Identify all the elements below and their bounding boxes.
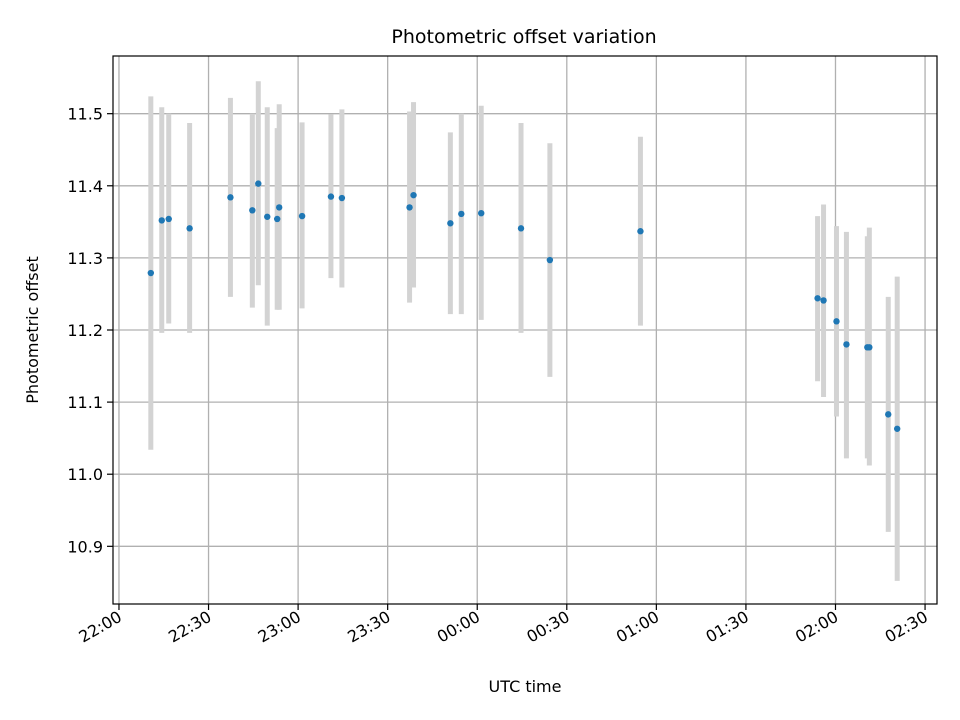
data-point: [165, 215, 172, 223]
x-tick-label: 00:30: [523, 607, 572, 647]
y-tick-label: 11.1: [67, 393, 103, 412]
data-point: [843, 341, 850, 348]
data-point: [458, 210, 465, 218]
y-axis: 10.9 11.0 11.1 11.2 11.3 11.4 11.5: [67, 105, 113, 556]
data-point: [517, 225, 525, 232]
data-point: [478, 209, 485, 217]
data-point: [406, 204, 413, 211]
x-tick-label: 22:00: [76, 607, 125, 647]
x-axis-label: UTC time: [489, 677, 562, 696]
data-point: [249, 207, 256, 214]
y-tick-label: 11.0: [67, 465, 103, 484]
data-point: [275, 204, 283, 211]
data-point: [338, 194, 346, 202]
x-tick-label: 01:00: [613, 607, 662, 647]
data-point: [637, 228, 644, 235]
y-tick-label: 11.3: [67, 249, 103, 268]
data-point: [447, 220, 454, 227]
x-tick-label: 22:30: [165, 607, 214, 647]
data-point: [893, 425, 901, 432]
data-point: [410, 191, 417, 199]
data-point: [264, 213, 271, 220]
y-tick-label: 11.2: [67, 321, 103, 340]
y-tick-label: 10.9: [67, 537, 103, 556]
x-tick-label: 02:30: [882, 607, 931, 647]
data-points: [147, 180, 901, 432]
data-point: [158, 217, 165, 224]
x-tick-label: 01:30: [702, 607, 751, 647]
data-point: [833, 318, 840, 325]
chart-title: Photometric offset variation: [391, 26, 656, 48]
x-tick-label: 00:00: [434, 607, 483, 647]
data-point: [814, 295, 821, 302]
data-point: [186, 225, 193, 232]
x-tick-label: 23:30: [344, 607, 393, 647]
x-tick-label: 23:00: [255, 607, 304, 647]
y-tick-label: 11.5: [67, 105, 103, 124]
x-axis: 22:00 22:30 23:00 23:30 00:00 00:30 01:00 01:30…: [76, 604, 931, 647]
data-point: [866, 344, 873, 351]
data-point: [820, 297, 827, 304]
data-point: [885, 411, 892, 418]
data-point: [255, 180, 262, 187]
grid: [113, 56, 937, 604]
data-point: [227, 194, 234, 201]
x-tick-label: 02:00: [792, 607, 841, 647]
data-point: [298, 212, 306, 220]
y-axis-label: Photometric offset: [23, 256, 42, 404]
error-bars: [148, 81, 900, 581]
data-point: [147, 269, 155, 277]
y-tick-label: 11.4: [67, 177, 103, 196]
data-point: [327, 193, 335, 200]
data-point: [274, 215, 281, 223]
data-point: [546, 256, 554, 264]
